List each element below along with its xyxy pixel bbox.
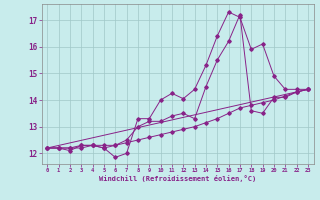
X-axis label: Windchill (Refroidissement éolien,°C): Windchill (Refroidissement éolien,°C) bbox=[99, 175, 256, 182]
